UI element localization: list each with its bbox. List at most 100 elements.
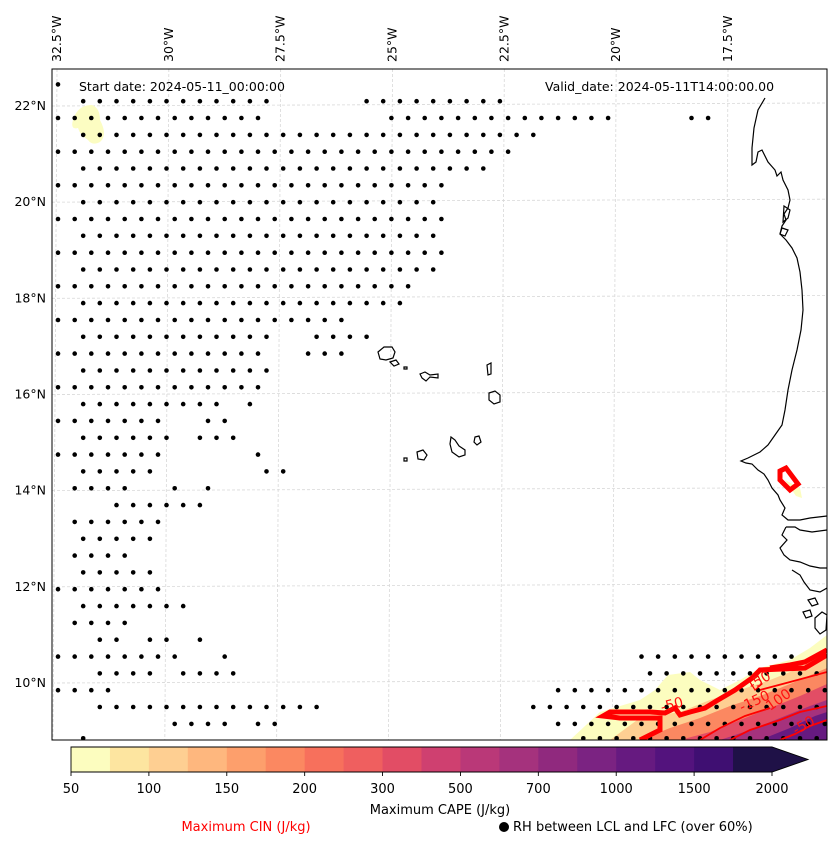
rh-dot xyxy=(330,300,336,306)
rh-dot xyxy=(714,736,719,740)
rh-dot xyxy=(455,149,461,154)
rh-dot xyxy=(455,115,461,121)
rh-dot xyxy=(739,721,744,727)
rh-dot xyxy=(197,233,203,239)
rh-dot xyxy=(89,284,94,289)
rh-dot xyxy=(289,149,294,154)
rh-dot xyxy=(105,385,111,390)
rh-dot xyxy=(97,536,103,542)
rh-dot xyxy=(172,654,177,659)
rh-dot xyxy=(55,654,61,659)
rh-dot xyxy=(322,183,328,188)
rh-dot xyxy=(264,368,269,373)
rh-dot xyxy=(247,300,253,306)
island-santa-luzia xyxy=(403,366,408,370)
rh-dot xyxy=(380,98,386,104)
rh-dot xyxy=(272,250,278,255)
rh-dot xyxy=(122,115,127,121)
rh-dot xyxy=(397,300,403,306)
rh-dot xyxy=(80,603,86,609)
rh-dot xyxy=(105,317,111,323)
rh-dot xyxy=(80,401,86,407)
island-santo-antao xyxy=(377,346,396,361)
rh-dot xyxy=(180,300,186,306)
rh-dot xyxy=(355,149,361,154)
colorbar-outline xyxy=(70,746,810,773)
rh-dot xyxy=(114,603,119,609)
rh-dot xyxy=(89,183,94,188)
rh-dot xyxy=(781,671,786,676)
rh-dot xyxy=(155,149,161,154)
rh-dot xyxy=(430,267,436,272)
rh-dot xyxy=(272,721,278,727)
rh-dot xyxy=(214,401,219,407)
rh-dot xyxy=(397,98,403,104)
rh-dot xyxy=(189,250,194,255)
rh-dot xyxy=(422,250,428,255)
rh-dot xyxy=(130,334,136,340)
rh-dot xyxy=(55,216,61,222)
rh-dot xyxy=(372,250,378,255)
rh-dot xyxy=(72,486,77,491)
rh-dot xyxy=(214,199,219,205)
rh-dot xyxy=(539,115,544,121)
rh-dot xyxy=(164,704,169,710)
rh-dot xyxy=(197,368,203,373)
rh-dot xyxy=(122,385,127,390)
rh-dot xyxy=(214,98,219,104)
rh-dot xyxy=(147,132,153,138)
rh-dot xyxy=(155,250,161,255)
coastline-guinea-bissau xyxy=(791,569,827,635)
rh-dot xyxy=(339,317,344,323)
rh-dot xyxy=(639,721,644,727)
rh-dot xyxy=(122,284,127,289)
rh-dot xyxy=(155,654,161,659)
rh-dot xyxy=(172,183,177,188)
rh-dot xyxy=(180,233,186,239)
rh-dot xyxy=(397,233,403,239)
rh-dot xyxy=(322,351,328,356)
rh-dot xyxy=(214,435,219,441)
rh-dot xyxy=(80,334,86,340)
rh-dot xyxy=(731,671,736,676)
rh-dot xyxy=(430,98,436,104)
rh-dot xyxy=(247,267,253,272)
rh-dot xyxy=(322,250,328,255)
rh-dot xyxy=(80,199,86,205)
rh-dot xyxy=(339,216,344,222)
longitude-tick-label: 17.5°W xyxy=(720,16,735,62)
rh-dot xyxy=(297,199,303,205)
colorbar-segment xyxy=(616,747,656,772)
colorbar-segment xyxy=(499,747,539,772)
rh-dot xyxy=(130,536,136,542)
rh-dot xyxy=(97,435,103,441)
rh-dot xyxy=(197,166,203,171)
rh-dot xyxy=(280,132,286,138)
rh-dot xyxy=(414,98,419,104)
rh-dot xyxy=(464,98,469,104)
rh-dot xyxy=(805,721,811,727)
rh-dot xyxy=(147,166,153,171)
rh-dot xyxy=(205,284,211,289)
rh-dot xyxy=(655,654,661,659)
rh-dot xyxy=(180,671,186,676)
rh-dot xyxy=(297,233,303,239)
rh-dot xyxy=(97,98,103,104)
rh-dot xyxy=(597,704,603,710)
rh-dot xyxy=(80,166,86,171)
rh-dot xyxy=(105,183,111,188)
map-frame xyxy=(51,68,828,741)
rh-dot xyxy=(80,536,86,542)
rh-legend-label: RH between LCL and LFC (over 60%) xyxy=(513,820,753,835)
rh-dot xyxy=(214,267,219,272)
rh-dot xyxy=(197,267,203,272)
rh-dot xyxy=(197,401,203,407)
rh-dot xyxy=(172,317,177,323)
rh-dot xyxy=(55,351,61,356)
gridline-lat xyxy=(52,583,827,588)
rh-dot xyxy=(622,721,628,727)
rh-dot xyxy=(155,115,161,121)
rh-dot xyxy=(364,233,369,239)
rh-legend-marker xyxy=(499,822,509,832)
rh-dot xyxy=(372,216,378,222)
